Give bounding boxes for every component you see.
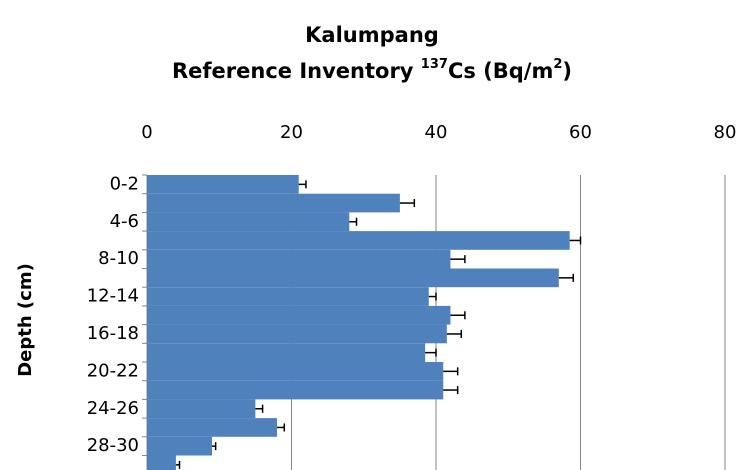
bar bbox=[147, 455, 176, 470]
bar bbox=[147, 212, 350, 232]
title-sup: 137 bbox=[421, 57, 448, 72]
error-bar bbox=[450, 311, 466, 320]
x-tick-label: 20 bbox=[280, 122, 303, 143]
error-bar bbox=[212, 442, 217, 451]
error-bar bbox=[175, 460, 181, 469]
y-tick-label: 8-10 bbox=[98, 248, 139, 269]
title-part: Kalumpang bbox=[305, 23, 439, 47]
bar bbox=[147, 324, 447, 344]
y-tick-label: 0-2 bbox=[110, 173, 139, 194]
error-bar bbox=[558, 273, 575, 282]
y-tick-label: 24-26 bbox=[87, 398, 139, 419]
y-axis-label: Depth (cm) bbox=[15, 263, 36, 377]
title-part: Cs (Bq/m bbox=[448, 59, 553, 83]
error-bar bbox=[428, 292, 437, 301]
title-sup: 2 bbox=[553, 57, 562, 72]
error-bar bbox=[298, 180, 307, 189]
bar bbox=[147, 343, 426, 362]
x-tick-label: 60 bbox=[569, 122, 592, 143]
error-bar bbox=[446, 329, 463, 338]
error-bar bbox=[255, 404, 264, 413]
y-tick-label: 28-30 bbox=[87, 435, 139, 456]
bar bbox=[147, 418, 278, 437]
error-bar bbox=[399, 199, 416, 208]
bar bbox=[147, 436, 213, 456]
y-tick-label: 4-6 bbox=[110, 211, 139, 232]
title-line-2: Reference Inventory 137Cs (Bq/m2) bbox=[172, 57, 572, 84]
y-tick-label: 16-18 bbox=[87, 323, 139, 344]
error-bar bbox=[349, 217, 358, 226]
bar bbox=[147, 305, 451, 325]
x-tick-label: 80 bbox=[714, 122, 737, 143]
title-line-1: Kalumpang bbox=[305, 23, 439, 47]
error-bar bbox=[569, 236, 582, 245]
x-tick-label: 0 bbox=[141, 122, 152, 143]
error-bar bbox=[443, 386, 459, 395]
bar bbox=[147, 380, 444, 400]
bar bbox=[147, 175, 299, 194]
bar bbox=[147, 268, 559, 288]
bar bbox=[147, 287, 429, 306]
y-tick-label: 12-14 bbox=[87, 286, 139, 307]
y-tick-label: 20-22 bbox=[87, 360, 139, 381]
title-part: Reference Inventory bbox=[172, 59, 421, 83]
error-bar bbox=[450, 255, 466, 264]
bar bbox=[147, 231, 570, 250]
error-bar bbox=[425, 348, 437, 357]
title-part: ) bbox=[562, 59, 572, 83]
bar bbox=[147, 362, 444, 381]
bar bbox=[147, 193, 400, 213]
error-bar bbox=[443, 367, 459, 376]
x-tick-label: 40 bbox=[425, 122, 448, 143]
bar bbox=[147, 249, 451, 269]
error-bar bbox=[277, 423, 286, 432]
bar bbox=[147, 399, 256, 419]
